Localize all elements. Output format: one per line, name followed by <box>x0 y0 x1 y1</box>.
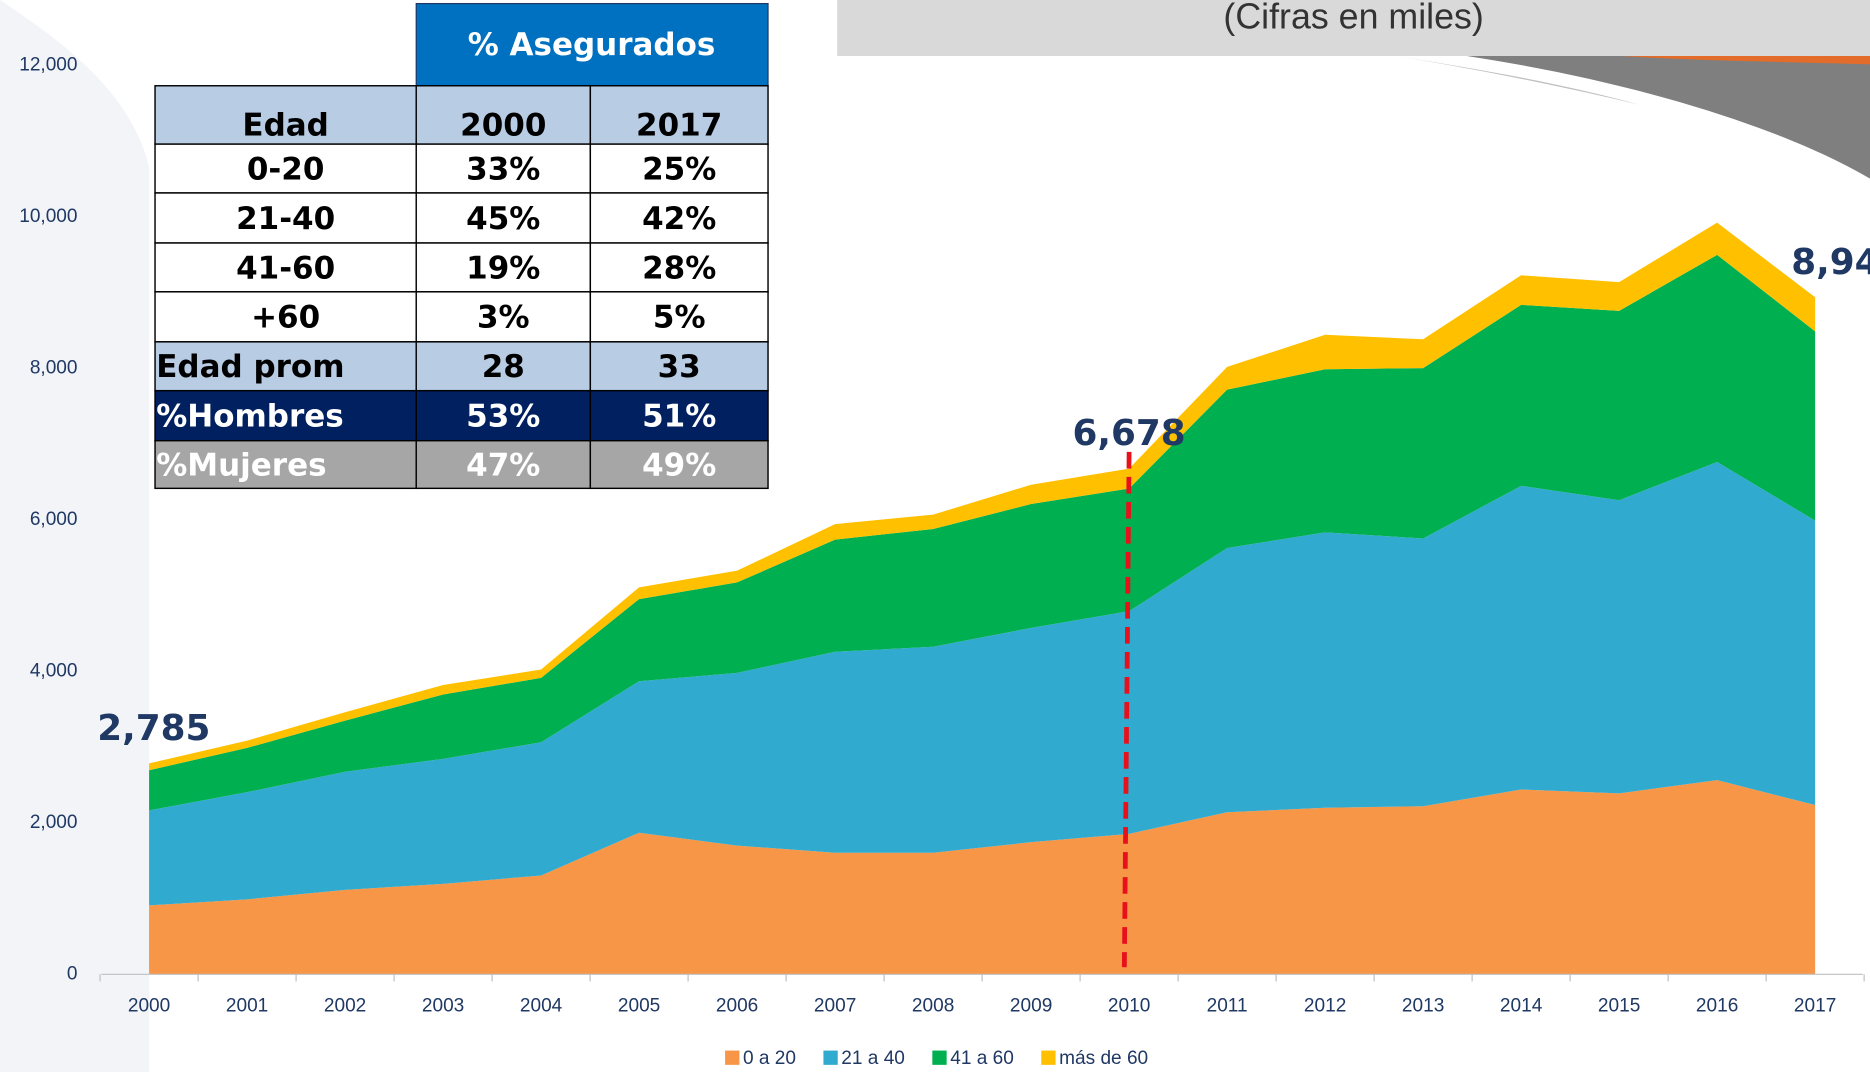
annotation: 8,940 <box>1791 242 1870 283</box>
x-tick-label: 2003 <box>422 996 464 1017</box>
legend-swatch <box>823 1050 838 1065</box>
plot-area <box>149 222 1816 975</box>
x-tick-label: 2017 <box>1794 996 1836 1017</box>
marker-line <box>1121 451 1132 968</box>
x-tick-label: 2014 <box>1500 996 1543 1017</box>
table-cell <box>415 341 592 392</box>
table-header: % Asegurados <box>468 27 716 63</box>
x-tick-label: 2010 <box>1108 996 1150 1017</box>
table-text: 33 <box>658 349 701 385</box>
table-text: 33% <box>466 151 540 187</box>
table-text: 2017 <box>636 107 722 143</box>
table-cell <box>415 242 592 293</box>
table-text: 25% <box>642 151 716 187</box>
legend-label: más de 60 <box>1059 1048 1148 1069</box>
area <box>149 461 1816 906</box>
table-text: 51% <box>642 399 716 435</box>
table-text: 41-60 <box>236 250 335 286</box>
x-tick-label: 2007 <box>814 996 856 1017</box>
table-cell <box>154 439 417 490</box>
table-cell <box>589 439 769 490</box>
table-header-cell <box>415 2 769 87</box>
corner-swoosh <box>1466 55 1870 179</box>
x-tick-label: 2011 <box>1207 996 1248 1017</box>
table-cell <box>154 143 417 194</box>
y-tick-label: 12,000 <box>19 55 77 76</box>
title-banner <box>837 0 1870 56</box>
x-tick-label: 2013 <box>1402 996 1444 1017</box>
table-text: 0-20 <box>247 151 325 187</box>
x-tick-label: 2002 <box>324 996 366 1017</box>
table-text: 2000 <box>460 107 546 143</box>
chart-title: (Cifras en miles) <box>1223 0 1483 36</box>
table-text: 5% <box>653 300 706 336</box>
x-tick-label: 2015 <box>1598 996 1640 1017</box>
x-tick-label: 2009 <box>1010 996 1052 1017</box>
annotation: 2,785 <box>97 708 210 749</box>
table-text: +60 <box>251 300 320 336</box>
table-text: 47% <box>466 447 540 483</box>
table-cell <box>589 85 769 145</box>
corner-accent <box>1621 55 1870 65</box>
y-tick-label: 8,000 <box>30 357 78 378</box>
area <box>149 780 1816 975</box>
x-tick-label: 2006 <box>716 996 758 1017</box>
y-tick-label: 4,000 <box>30 660 78 681</box>
annotation: 6,678 <box>1073 413 1186 454</box>
y-tick-label: 6,000 <box>30 509 78 530</box>
y-tick-label: 0 <box>67 963 78 984</box>
x-tick-label: 2004 <box>520 996 563 1017</box>
table-text: Edad <box>242 107 328 143</box>
table-text: 28 <box>482 349 525 385</box>
x-tick-label: 2016 <box>1696 996 1738 1017</box>
area <box>149 254 1816 811</box>
table-text: Edad prom <box>156 349 344 385</box>
table-cell <box>154 192 417 244</box>
y-tick-label: 10,000 <box>19 206 77 227</box>
legend-swatch <box>932 1050 947 1065</box>
x-tick-label: 2008 <box>912 996 954 1017</box>
table-text: 42% <box>642 201 716 237</box>
x-tick-label: 2005 <box>618 996 660 1017</box>
table-text: 19% <box>466 250 540 286</box>
legend-label: 41 a 60 <box>950 1048 1014 1069</box>
table-cell <box>415 143 592 194</box>
legend-swatch <box>725 1050 740 1065</box>
legend-label: 21 a 40 <box>841 1048 905 1069</box>
table-cell <box>589 341 769 392</box>
table-cell <box>154 291 417 343</box>
table-cell <box>415 85 592 145</box>
background-swoosh <box>0 0 150 1072</box>
table-text: %Mujeres <box>156 447 326 483</box>
x-tick-label: 2001 <box>226 996 268 1017</box>
table-text: 49% <box>642 447 716 483</box>
area <box>149 222 1816 771</box>
x-tick-label: 2000 <box>128 996 170 1017</box>
table-cell <box>154 389 417 442</box>
table-text: 3% <box>477 300 530 336</box>
table-text: %Hombres <box>156 399 343 435</box>
y-tick-label: 2,000 <box>30 812 78 833</box>
table-text: 45% <box>466 201 540 237</box>
table-text: 28% <box>642 250 716 286</box>
table-text: 21-40 <box>236 201 335 237</box>
table-text: 53% <box>466 399 540 435</box>
legend-label: 0 a 20 <box>743 1048 796 1069</box>
legend-swatch <box>1041 1050 1056 1065</box>
table-cell <box>589 291 769 343</box>
table-cell <box>589 242 769 293</box>
x-tick-label: 2012 <box>1304 996 1346 1017</box>
table-cell <box>589 389 769 442</box>
table-cell <box>589 143 769 194</box>
